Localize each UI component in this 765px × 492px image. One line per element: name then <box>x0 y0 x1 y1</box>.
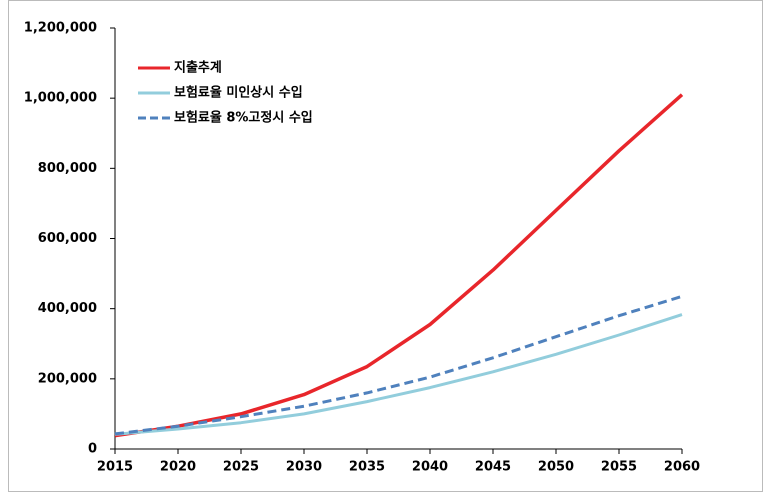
x-tick-label: 2025 <box>223 460 259 475</box>
y-tick-label: 1,200,000 <box>24 21 97 36</box>
frame <box>8 0 763 492</box>
x-tick-label: 2060 <box>664 460 700 475</box>
x-tick-label: 2020 <box>160 460 196 475</box>
series-line <box>114 313 683 436</box>
y-tick-label: 600,000 <box>38 231 97 246</box>
series-line <box>114 294 683 436</box>
y-tick-label: 1,000,000 <box>24 91 97 106</box>
legend-label: 보험료율 8%고정시 수입 <box>174 110 313 126</box>
series-line <box>114 93 684 438</box>
x-tick-label: 2045 <box>475 460 511 475</box>
x-tick-label: 2040 <box>412 460 448 475</box>
y-tick-label: 800,000 <box>38 161 97 176</box>
y-tick-label: 400,000 <box>38 301 97 316</box>
x-tick-label: 2035 <box>349 460 385 475</box>
legend-label: 지출추계 <box>174 60 222 76</box>
y-tick-label: 200,000 <box>38 371 97 386</box>
legend-label: 보험료율 미인상시 수입 <box>174 85 303 101</box>
x-tick-label: 2050 <box>538 460 574 475</box>
x-tick-label: 2055 <box>601 460 637 475</box>
y-tick-label: 0 <box>88 442 97 457</box>
x-tick-label: 2030 <box>286 460 322 475</box>
x-tick-label: 2015 <box>97 460 133 475</box>
